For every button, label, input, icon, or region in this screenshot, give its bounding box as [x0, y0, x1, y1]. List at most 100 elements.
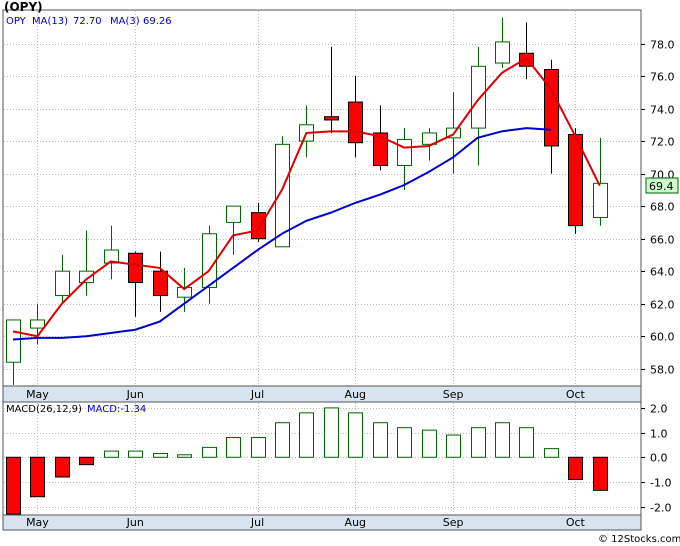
date-label-bottom: Aug [345, 516, 366, 529]
macd-y-ticks: 2.0 1.0 0.0 -1.0 -2.0 [641, 403, 671, 515]
candle-body [471, 65, 486, 129]
candle [251, 202, 266, 242]
price-y-tick-label: 64.0 [650, 266, 675, 279]
macd-bar [446, 434, 461, 458]
macd-bar [275, 422, 290, 458]
candle [471, 46, 486, 166]
macd-panel-frame [2, 401, 642, 516]
price-y-tick-label: 78.0 [650, 39, 675, 52]
price-legend-ma13-value: 72.70 [73, 16, 102, 27]
macd-bar [202, 446, 217, 458]
candle-body [422, 132, 437, 145]
candle-body [373, 132, 388, 166]
macd-y-tick-label: -1.0 [650, 477, 671, 490]
credit-text: © 12Stocks.com [598, 534, 680, 545]
price-legend-ma3-value: 69.26 [143, 16, 172, 27]
price-y-tick-label: 74.0 [650, 104, 675, 117]
date-label-top: Oct [566, 388, 586, 401]
macd-bar [471, 427, 486, 458]
macd-bar [324, 407, 339, 458]
macd-bar [495, 422, 510, 458]
candle-body [6, 319, 21, 363]
macd-bar [593, 456, 608, 491]
date-axis-band-bottom [2, 514, 642, 531]
date-axis-band-top [2, 385, 642, 403]
macd-bar [226, 437, 241, 458]
date-label-bottom: Sep [443, 516, 464, 529]
macd-bar [397, 427, 412, 458]
macd-bar [348, 412, 363, 458]
candle [593, 137, 608, 226]
price-y-ticks: 58.060.062.064.066.068.070.072.074.076.0… [641, 39, 675, 377]
macd-bar [177, 454, 192, 458]
date-label-bottom: Jun [126, 516, 144, 529]
price-legend-ma13-label: MA(13) [32, 16, 68, 27]
candle [422, 128, 437, 161]
macd-bar [55, 456, 70, 478]
candle [373, 105, 388, 171]
macd-bar [104, 450, 119, 458]
macd-y-tick-label: 2.0 [650, 403, 668, 416]
candle-body [55, 270, 70, 297]
macd-y-tick-label: 1.0 [650, 428, 668, 441]
macd-bars [6, 407, 608, 515]
macd-bar [30, 456, 45, 498]
macd-bar [422, 429, 437, 458]
candle-body [226, 205, 241, 223]
price-y-tick-label: 76.0 [650, 71, 675, 84]
candle [275, 136, 290, 248]
macd-bar [251, 437, 266, 458]
candle [495, 17, 510, 68]
candle-body [397, 138, 412, 166]
macd-bar [128, 450, 143, 458]
price-legend-ma3-label: MA(3) [110, 16, 140, 27]
candle-body [153, 270, 168, 297]
candle [544, 59, 559, 174]
macd-y-tick-label: 0.0 [650, 452, 668, 465]
candle-body [30, 319, 45, 329]
candle-body [275, 143, 290, 248]
candle [324, 46, 339, 133]
macd-bar [153, 453, 168, 458]
date-label-top: Jun [126, 388, 144, 401]
date-labels-bottom: May Jun Jul Aug Sep Oct [26, 516, 585, 529]
chart-title: (OPY) [4, 0, 43, 14]
macd-legend-value: MACD:-1.34 [87, 404, 146, 415]
price-y-tick-label: 72.0 [650, 136, 675, 149]
candle [55, 254, 70, 304]
candle-body [202, 233, 217, 288]
price-y-tick-label: 62.0 [650, 299, 675, 312]
last-price-label: 69.4 [649, 180, 674, 193]
macd-legend-label: MACD(26,12,9) [6, 404, 82, 415]
price-y-tick-label: 68.0 [650, 201, 675, 214]
candle-body [251, 212, 266, 240]
candle-body [79, 270, 94, 284]
ma13-line [12, 127, 551, 341]
candle-body [177, 286, 192, 298]
candle [104, 225, 119, 280]
date-label-bottom: Jul [250, 516, 264, 529]
candle-body [324, 116, 339, 121]
candle [226, 205, 241, 255]
candle-body [495, 41, 510, 64]
candle [128, 251, 143, 317]
macd-bar [519, 427, 534, 458]
candle-body [593, 182, 608, 219]
candle [568, 128, 583, 234]
candle-body [544, 69, 559, 147]
macd-y-tick-label: -2.0 [650, 502, 671, 515]
date-label-top: Aug [345, 388, 366, 401]
date-label-bottom: Oct [566, 516, 586, 529]
candle [79, 230, 94, 296]
macd-bar [79, 456, 94, 466]
price-grid [4, 11, 640, 385]
candle-body [128, 252, 143, 284]
candle-body [348, 101, 363, 144]
macd-bar [6, 456, 21, 515]
date-labels-top: May Jun Jul Aug Sep Oct [26, 388, 585, 401]
price-y-tick-label: 60.0 [650, 331, 675, 344]
price-legend-symbol: OPY [6, 16, 27, 27]
price-panel-frame [2, 9, 642, 387]
macd-bar [373, 422, 388, 458]
last-price-box [645, 177, 679, 194]
